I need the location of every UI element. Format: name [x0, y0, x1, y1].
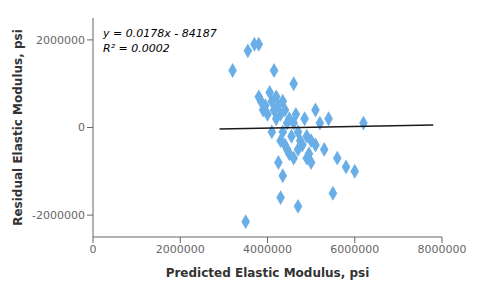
svg-text:2000000: 2000000 [156, 243, 205, 256]
svg-text:2000000: 2000000 [36, 34, 85, 47]
html-text:R² = 0.0002: R² = 0.0002 [103, 42, 170, 55]
svg-text:Predicted Elastic Modulus, psi: Predicted Elastic Modulus, psi [166, 266, 370, 280]
svg-text:4000000: 4000000 [243, 243, 292, 256]
svg-text:8000000: 8000000 [418, 243, 467, 256]
svg-text:0: 0 [90, 243, 97, 256]
svg-text:Residual Elastic Modulus, psi: Residual Elastic Modulus, psi [11, 29, 25, 226]
html-text:y = 0.0178x - 84187: y = 0.0178x - 84187 [103, 27, 217, 40]
svg-text:0: 0 [78, 121, 85, 134]
svg-text:-2000000: -2000000 [32, 209, 85, 222]
svg-text:6000000: 6000000 [330, 243, 379, 256]
